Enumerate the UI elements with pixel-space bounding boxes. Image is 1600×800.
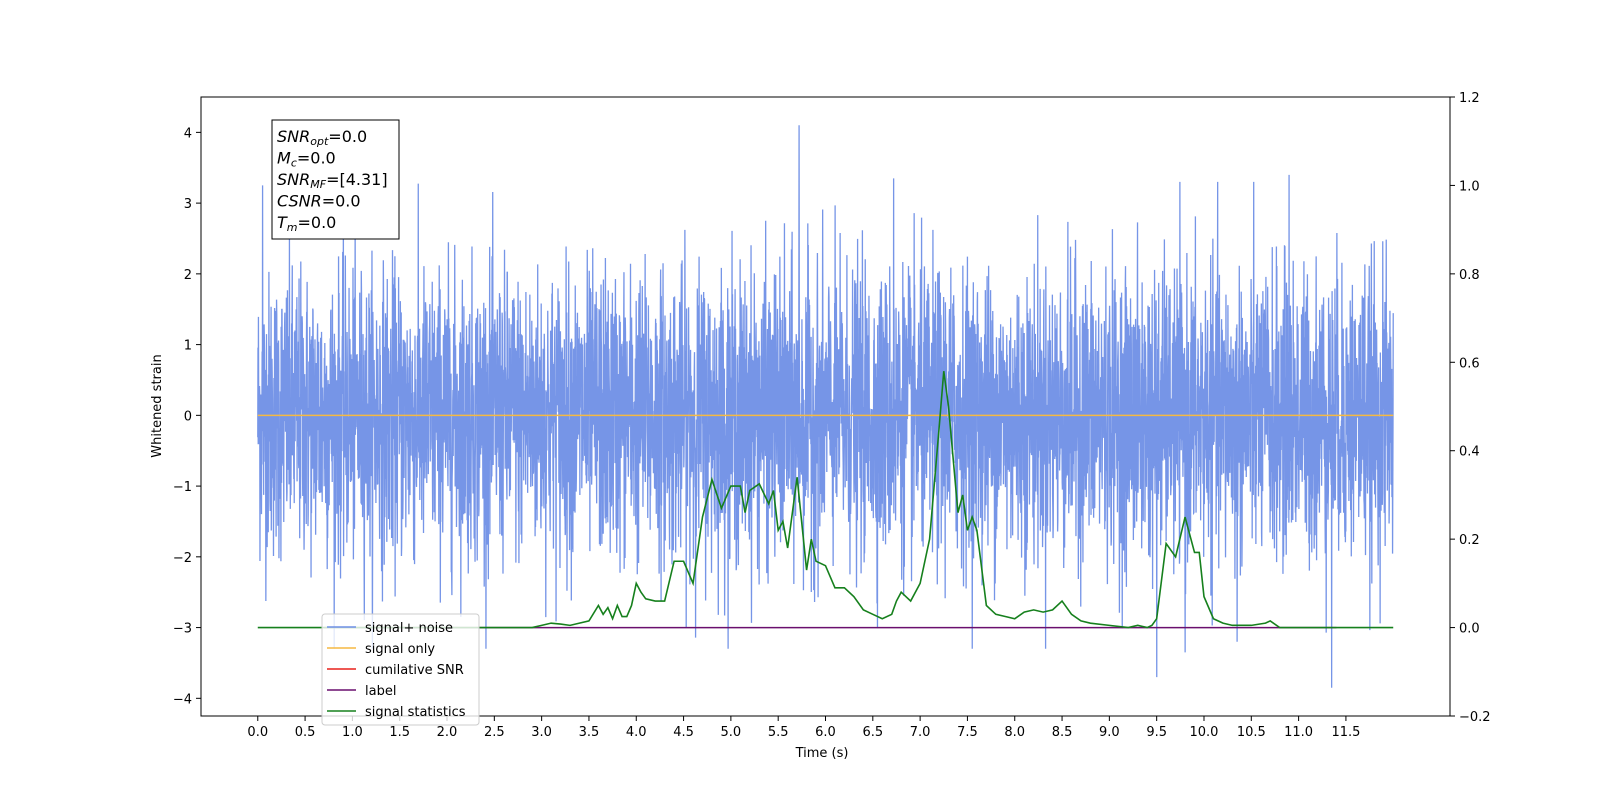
legend-entry: signal statistics — [365, 705, 466, 720]
series-signal-noise — [257, 125, 1394, 688]
x-tick-label: 3.0 — [531, 725, 552, 740]
x-tick-label: 4.0 — [626, 725, 647, 740]
x-tick-label: 0.5 — [295, 725, 316, 740]
x-tick-label: 11.0 — [1284, 725, 1313, 740]
x-tick-label: 5.5 — [768, 725, 789, 740]
y-tick-label: 1 — [184, 339, 192, 354]
x-tick-label: 5.0 — [721, 725, 742, 740]
x-tick-label: 0.0 — [247, 725, 268, 740]
x-tick-label: 10.0 — [1190, 725, 1219, 740]
y2-tick-label: 0.8 — [1459, 268, 1480, 283]
x-tick-label: 8.5 — [1052, 725, 1073, 740]
x-tick-label: 6.5 — [862, 725, 883, 740]
legend-entry: signal only — [365, 642, 435, 657]
legend-frame — [321, 613, 480, 726]
x-tick-label: 3.5 — [579, 725, 600, 740]
info-line: Mc=0.0 — [277, 149, 336, 170]
y2-tick-label: 1.2 — [1459, 91, 1480, 106]
y-tick-label: 3 — [184, 197, 192, 212]
x-tick-label: 9.0 — [1099, 725, 1120, 740]
x-tick-label: 10.5 — [1237, 725, 1266, 740]
legend-entry: signal+ noise — [365, 621, 453, 636]
legend-entry: label — [365, 684, 396, 699]
info-line: Tm=0.0 — [277, 213, 336, 234]
x-tick-label: 7.5 — [957, 725, 978, 740]
y-axis-left: 4 3 2 1 0 −1 −2 −3 −4 — [173, 126, 201, 707]
y-tick-label: −4 — [173, 692, 192, 707]
x-tick-label: 1.0 — [342, 725, 363, 740]
y2-tick-label: 0.6 — [1459, 356, 1480, 371]
x-tick-label: 1.5 — [389, 725, 410, 740]
y-tick-label: 4 — [184, 126, 192, 141]
x-tick-label: 6.0 — [815, 725, 836, 740]
x-axis-label: Time (s) — [795, 746, 849, 761]
y-tick-label: −3 — [173, 622, 192, 637]
plot-area — [257, 125, 1394, 688]
info-line: CSNR=0.0 — [277, 192, 361, 211]
y-tick-label: −1 — [173, 480, 192, 495]
x-tick-label: 11.5 — [1331, 725, 1360, 740]
x-tick-label: 8.0 — [1004, 725, 1025, 740]
y-axis-right: 1.2 1.0 0.8 0.6 0.4 0.2 0.0 −0.2 — [1450, 91, 1491, 725]
y2-tick-label: −0.2 — [1459, 710, 1491, 725]
legend-entry: cumilative SNR — [365, 663, 464, 678]
legend: signal+ noise signal only cumilative SNR la… — [321, 613, 480, 726]
x-tick-label: 4.5 — [673, 725, 694, 740]
info-line: SNRMF=[4.31] — [277, 170, 388, 191]
x-tick-label: 9.5 — [1146, 725, 1167, 740]
y-axis-label: Whitened strain — [150, 354, 165, 457]
series-signal-statistics — [257, 371, 1394, 629]
x-tick-label: 2.5 — [484, 725, 505, 740]
info-box-frame — [271, 119, 400, 240]
y2-tick-label: 0.0 — [1459, 622, 1480, 637]
y-tick-label: 2 — [184, 268, 192, 283]
y-tick-label: 0 — [184, 409, 192, 424]
x-axis: 0.0 0.5 1.0 1.5 2.0 2.5 3.0 3.5 4.0 4.5 5.0 5.5 6.0 6… — [247, 716, 1360, 740]
y2-tick-label: 0.2 — [1459, 533, 1480, 548]
y2-tick-label: 1.0 — [1459, 179, 1480, 194]
x-tick-label: 7.0 — [910, 725, 931, 740]
y-tick-label: −2 — [173, 551, 192, 566]
info-line: SNRopt=0.0 — [277, 127, 367, 148]
y2-tick-label: 0.4 — [1459, 445, 1480, 460]
x-tick-label: 2.0 — [437, 725, 458, 740]
